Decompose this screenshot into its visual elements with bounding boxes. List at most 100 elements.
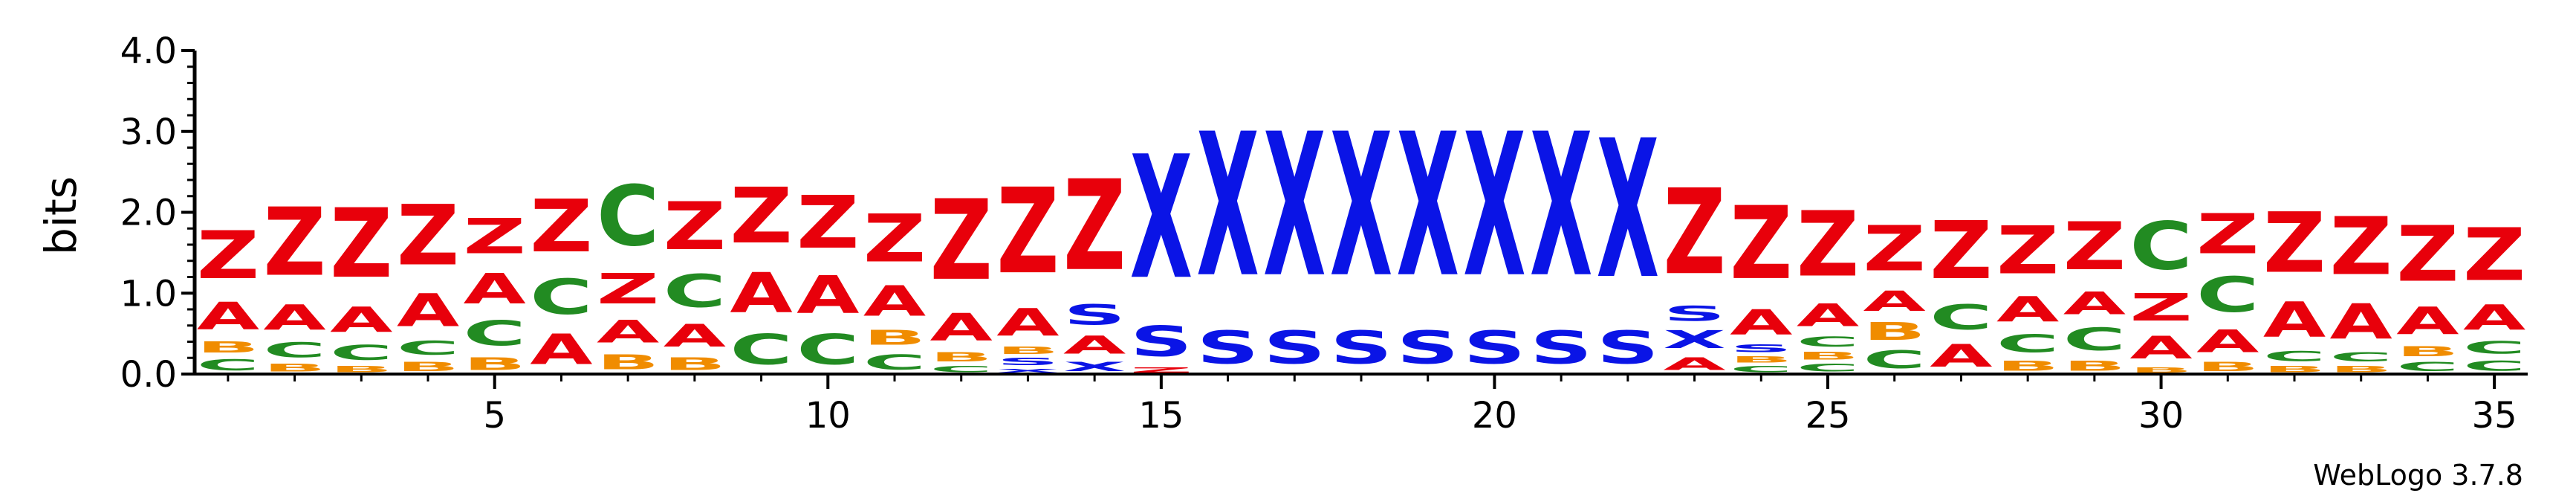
logo-letter-a: A <box>197 294 259 338</box>
logo-letter-z: Z <box>263 188 325 297</box>
logo-letter-a: A <box>1863 286 1926 318</box>
logo-letter-x: X <box>1263 91 1326 321</box>
logo-letter-z: Z <box>597 265 659 313</box>
logo-letter-c: C <box>464 314 526 354</box>
stack-position-19: SX <box>1397 91 1459 374</box>
logo-letter-a: A <box>397 284 459 337</box>
logo-letter-z: Z <box>2396 210 2459 299</box>
logo-letter-a: A <box>1063 331 1126 359</box>
stack-position-17: SX <box>1263 91 1326 374</box>
logo-letter-a: A <box>730 261 792 326</box>
logo-letter-c: C <box>1996 329 2059 358</box>
logo-letter-c: C <box>597 168 659 265</box>
y-ticks: 0.0 1.0 2.0 3.0 4.0 <box>120 30 195 396</box>
logo-letter-a: A <box>597 314 659 350</box>
logo-letter-z: Z <box>1663 164 1725 301</box>
logo-letter-z: Z <box>1797 193 1859 297</box>
logo-letter-c: C <box>930 364 993 374</box>
logo-letter-z: Z <box>330 188 392 300</box>
logo-letter-z: Z <box>464 209 526 265</box>
logo-letter-c: C <box>2463 338 2525 358</box>
logo-letter-z: Z <box>730 172 792 261</box>
logo-letter-b: B <box>664 354 726 374</box>
stack-position-15: ZSX <box>1130 120 1193 374</box>
y-tick-label: 4.0 <box>120 30 177 72</box>
logo-letter-z: Z <box>2129 286 2192 329</box>
logo-letter-z: Z <box>1996 213 2059 289</box>
logo-letter-a: A <box>2330 294 2392 350</box>
logo-letter-c: C <box>2263 349 2326 364</box>
logo-letter-b: B <box>464 354 526 374</box>
x-tick-label: 35 <box>2472 395 2517 437</box>
logo-letter-x: X <box>1530 91 1592 321</box>
logo-letter-a: A <box>530 326 592 374</box>
logo-letter-s: S <box>1663 301 1725 325</box>
y-tick-label: 1.0 <box>120 273 177 315</box>
logo-letter-a: A <box>2463 297 2526 338</box>
logo-letter-b: B <box>197 338 259 356</box>
logo-letter-z: Z <box>1130 366 1193 374</box>
logo-letter-z: Z <box>797 181 859 265</box>
logo-letter-a: A <box>996 301 1059 345</box>
logo-letter-b: B <box>2396 344 2459 360</box>
logo-letter-c: C <box>330 340 392 364</box>
logo-letter-b: B <box>2263 364 2326 374</box>
x-tick-label: 30 <box>2138 395 2184 437</box>
logo-letter-s: S <box>1530 322 1592 374</box>
logo-letter-c: C <box>2063 322 2126 358</box>
logo-letter-z: Z <box>1863 213 1926 285</box>
logo-letter-z: Z <box>1063 153 1126 298</box>
y-axis-label: bits <box>36 176 86 255</box>
logo-letter-b: B <box>996 345 1059 356</box>
logo-letter-c: C <box>197 356 259 374</box>
stack-position-9: CAZ <box>730 172 792 374</box>
logo-letter-x: X <box>1597 101 1659 321</box>
logo-letter-s: S <box>1130 318 1193 366</box>
stack-position-18: SX <box>1330 91 1392 374</box>
logo-letter-a: A <box>2396 300 2459 344</box>
logo-letter-a: A <box>330 300 393 340</box>
logo-letter-z: Z <box>2063 209 2126 286</box>
x-tick-label: 25 <box>1805 395 1850 437</box>
logo-letter-s: S <box>1597 322 1659 374</box>
logo-letter-a: A <box>863 277 926 325</box>
weblogo-credit: WebLogo 3.7.8 <box>2313 459 2523 492</box>
logo-letter-c: C <box>2330 350 2392 364</box>
logo-letter-c: C <box>1797 362 1859 374</box>
logo-letter-a: A <box>2063 286 2126 322</box>
logo-letter-z: Z <box>197 218 259 294</box>
letter-stacks: CBAZBCAZBCAZBCAZBCAZACZBAZCBACZCAZCAZCBA… <box>197 91 2526 374</box>
logo-letter-c: C <box>664 265 726 317</box>
y-tick-label: 0.0 <box>120 354 177 396</box>
logo-letter-b: B <box>1730 355 1792 364</box>
stack-position-6: ACZ <box>530 184 592 374</box>
logo-letter-z: Z <box>930 177 993 306</box>
logo-letter-c: C <box>1797 334 1859 350</box>
logo-letter-s: S <box>1397 322 1459 374</box>
logo-letter-a: A <box>797 265 860 326</box>
logo-letter-x: X <box>1130 120 1193 318</box>
logo-letter-b: B <box>930 350 993 364</box>
logo-letter-b: B <box>1797 350 1859 361</box>
y-tick-label: 2.0 <box>120 193 177 234</box>
logo-letter-c: C <box>2463 358 2525 374</box>
logo-letter-x: X <box>1663 326 1725 354</box>
logo-letter-c: C <box>863 350 926 374</box>
logo-letter-a: A <box>1797 297 1859 334</box>
logo-letter-z: Z <box>397 187 459 284</box>
logo-letter-a: A <box>2129 330 2192 367</box>
